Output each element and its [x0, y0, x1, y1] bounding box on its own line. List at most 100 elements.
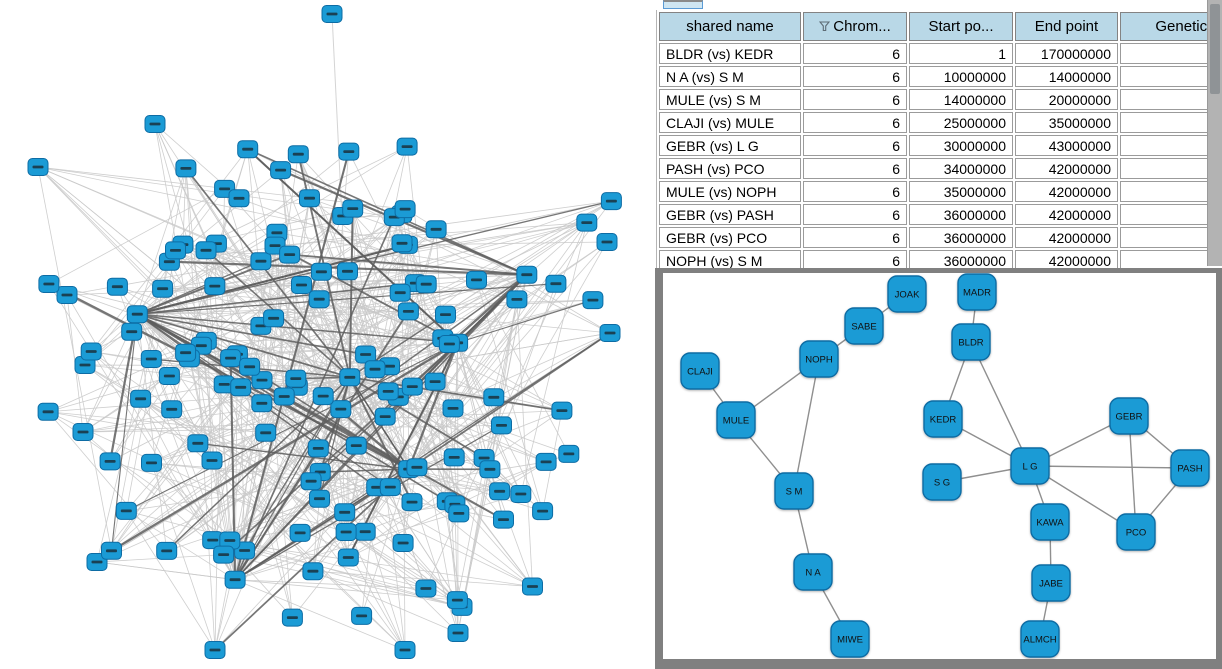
subnetwork-node-n-a[interactable]: N A [793, 553, 833, 591]
table-cell[interactable]: 170000000 [1015, 43, 1118, 64]
network-node[interactable] [281, 608, 303, 627]
subnetwork-node-pash[interactable]: PASH [1170, 449, 1210, 487]
table-cell[interactable]: 7.5 [1120, 89, 1222, 110]
table-row[interactable]: N A (vs) S M610000000140000006.6 [659, 66, 1222, 87]
network-node[interactable] [251, 394, 273, 413]
network-node[interactable] [446, 591, 468, 610]
network-node[interactable] [106, 277, 128, 296]
network-node[interactable] [158, 367, 180, 385]
network-node[interactable] [576, 213, 598, 232]
network-node[interactable] [228, 189, 250, 208]
network-node[interactable] [338, 142, 360, 161]
network-node[interactable] [101, 541, 122, 560]
table-cell[interactable]: 6 [803, 135, 907, 156]
network-node[interactable] [377, 382, 399, 401]
network-node[interactable] [250, 252, 272, 271]
network-node[interactable] [219, 531, 241, 550]
subnetwork-node-mule[interactable]: MULE [716, 401, 756, 439]
network-node[interactable] [516, 265, 538, 284]
network-node[interactable] [270, 161, 292, 180]
network-node[interactable] [354, 522, 376, 541]
network-node[interactable] [510, 485, 532, 503]
network-node[interactable] [308, 290, 330, 309]
network-node[interactable] [74, 356, 96, 374]
table-row[interactable]: GEBR (vs) L G6300000004300000016.9 [659, 135, 1222, 156]
network-node[interactable] [545, 274, 567, 293]
column-header-1[interactable]: Chrom... [803, 12, 907, 41]
table-row[interactable]: GEBR (vs) PCO636000000420000008.4 [659, 227, 1222, 248]
network-node[interactable] [224, 570, 246, 589]
network-node[interactable] [535, 452, 557, 471]
table-cell[interactable]: 6 [803, 158, 907, 179]
network-node[interactable] [483, 388, 505, 407]
table-scrollbar[interactable] [1207, 0, 1222, 266]
network-node[interactable] [379, 478, 401, 497]
network-node[interactable] [489, 482, 511, 501]
network-node[interactable] [37, 402, 59, 421]
network-node[interactable] [596, 233, 618, 251]
network-node[interactable] [287, 145, 309, 164]
network-node[interactable] [364, 360, 386, 379]
table-cell[interactable]: 25000000 [909, 112, 1013, 133]
network-node[interactable] [230, 378, 252, 397]
network-node[interactable] [300, 472, 322, 491]
network-node[interactable] [334, 503, 356, 522]
subnetwork-node-pco[interactable]: PCO [1116, 513, 1156, 551]
subnetwork-node-s-m[interactable]: S M [774, 472, 814, 510]
network-node[interactable] [335, 523, 357, 541]
table-cell[interactable]: 42000000 [1015, 227, 1118, 248]
table-cell[interactable]: BLDR (vs) KEDR [659, 43, 801, 64]
table-cell[interactable]: 6 [803, 227, 907, 248]
network-node[interactable] [279, 245, 301, 264]
network-node[interactable] [351, 606, 373, 625]
table-cell[interactable]: 10000000 [909, 66, 1013, 87]
subnetwork-node-claji[interactable]: CLAJI [680, 352, 720, 390]
network-node[interactable] [204, 641, 226, 659]
subnetwork-node-kedr[interactable]: KEDR [923, 400, 963, 438]
table-cell[interactable]: 6 [803, 204, 907, 225]
table-cell[interactable]: GEBR (vs) L G [659, 135, 801, 156]
network-node[interactable] [342, 199, 364, 218]
network-node[interactable] [442, 399, 464, 418]
network-node[interactable] [213, 545, 235, 564]
network-node[interactable] [175, 159, 197, 178]
network-node[interactable] [251, 371, 273, 390]
network-node[interactable] [307, 439, 329, 458]
network-node[interactable] [204, 277, 226, 296]
table-row[interactable]: CLAJI (vs) MULE625000000350000005.9 [659, 112, 1222, 133]
table-cell[interactable]: 36000000 [909, 227, 1013, 248]
subnetwork-node-s-g[interactable]: S G [922, 463, 962, 501]
network-node[interactable] [321, 5, 343, 23]
network-node[interactable] [443, 448, 465, 467]
table-cell[interactable]: MULE (vs) NOPH [659, 181, 801, 202]
network-node[interactable] [401, 493, 423, 512]
table-cell[interactable]: 14000000 [1015, 66, 1118, 87]
network-node[interactable] [156, 541, 178, 560]
column-header-2[interactable]: Start po... [909, 12, 1013, 41]
table-cell[interactable]: 35000000 [1015, 112, 1118, 133]
network-node[interactable] [239, 357, 261, 376]
network-node[interactable] [389, 283, 411, 302]
table-cell[interactable]: GEBR (vs) PCO [659, 227, 801, 248]
network-node[interactable] [140, 350, 162, 368]
network-node[interactable] [237, 140, 259, 159]
main-network-canvas[interactable] [0, 0, 655, 669]
network-node[interactable] [374, 407, 396, 426]
network-node[interactable] [491, 416, 512, 435]
table-row[interactable]: BLDR (vs) KEDR61170000000192.0 [659, 43, 1222, 64]
network-node[interactable] [394, 641, 416, 659]
network-node[interactable] [220, 349, 242, 368]
network-node[interactable] [99, 452, 121, 471]
network-node[interactable] [522, 577, 543, 596]
table-cell[interactable]: 6 [803, 43, 907, 64]
network-node[interactable] [38, 275, 60, 293]
table-cell[interactable]: 20000000 [1015, 89, 1118, 110]
table-cell[interactable]: 5.9 [1120, 112, 1222, 133]
table-cell[interactable]: 42000000 [1015, 181, 1118, 202]
network-node[interactable] [532, 502, 554, 521]
network-node[interactable] [435, 305, 456, 324]
network-node[interactable] [401, 377, 423, 396]
network-node[interactable] [345, 436, 367, 455]
network-node[interactable] [493, 510, 514, 529]
network-node[interactable] [506, 290, 528, 309]
